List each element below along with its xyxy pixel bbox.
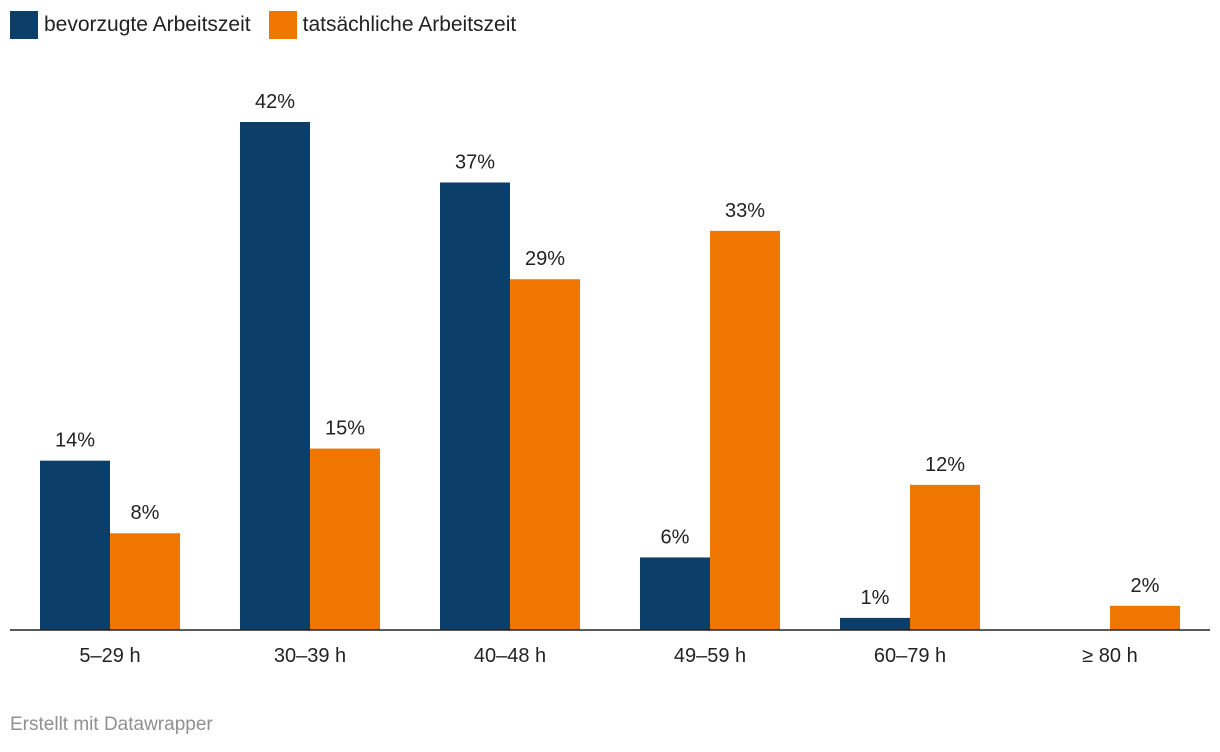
value-label-actual-4: 12% — [925, 454, 965, 476]
value-label-actual-1: 15% — [325, 418, 365, 440]
chart-legend: bevorzugte Arbeitszeit tatsächliche Arbe… — [10, 11, 534, 39]
legend-item-actual: tatsächliche Arbeitszeit — [268, 11, 517, 39]
x-tick-label-2: 40–48 h — [474, 645, 546, 667]
value-label-actual-0: 8% — [131, 502, 160, 524]
bar-preferred-0 — [40, 460, 110, 630]
x-tick-label-4: 60–79 h — [874, 645, 946, 667]
value-label-preferred-3: 6% — [661, 526, 690, 548]
value-label-preferred-4: 1% — [861, 587, 890, 609]
bar-actual-1 — [310, 448, 380, 630]
bar-actual-4 — [910, 484, 980, 630]
bar-actual-0 — [110, 533, 180, 630]
bar-actual-2 — [510, 279, 580, 630]
value-label-actual-3: 33% — [725, 200, 765, 222]
legend-label-actual: tatsächliche Arbeitszeit — [302, 13, 517, 36]
x-tick-label-5: ≥ 80 h — [1082, 645, 1137, 667]
bar-chart: 14% 8% 5–29 h 42% 15% 30–39 h 37% 29% 40–48 h 6% 3… — [10, 91, 1210, 667]
bar-preferred-4 — [840, 617, 910, 630]
legend-swatch-actual — [268, 11, 297, 39]
value-label-preferred-1: 42% — [255, 91, 295, 113]
value-label-preferred-2: 37% — [455, 151, 495, 173]
value-label-actual-5: 2% — [1131, 575, 1160, 597]
bar-preferred-1 — [240, 122, 310, 630]
footer-credit: Erstellt mit Datawrapper — [10, 714, 213, 735]
legend-item-preferred: bevorzugte Arbeitszeit — [10, 11, 251, 39]
legend-label-preferred: bevorzugte Arbeitszeit — [44, 13, 251, 36]
x-tick-label-1: 30–39 h — [274, 645, 346, 667]
value-label-actual-2: 29% — [525, 248, 565, 270]
x-tick-label-0: 5–29 h — [79, 645, 140, 667]
bar-preferred-2 — [440, 182, 510, 630]
value-label-preferred-0: 14% — [55, 430, 95, 452]
bar-actual-5 — [1110, 605, 1180, 630]
bar-actual-3 — [710, 230, 780, 630]
x-tick-label-3: 49–59 h — [674, 645, 746, 667]
bar-preferred-3 — [640, 557, 710, 630]
legend-swatch-preferred — [10, 11, 38, 39]
